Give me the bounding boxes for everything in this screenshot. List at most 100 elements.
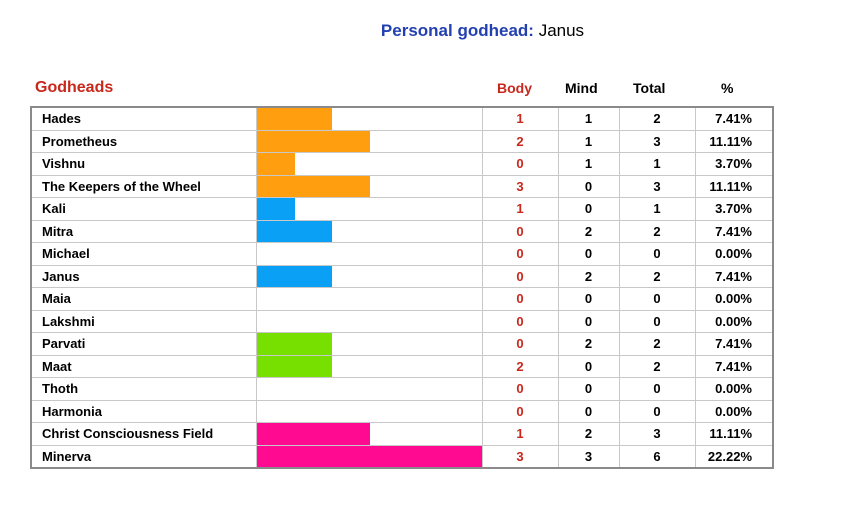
bar-cell [255, 152, 483, 176]
percent-value: 7.41% [694, 219, 774, 243]
table-row: Lakshmi 0 0 0 0.00% [30, 309, 774, 333]
table-row: Mitra 0 2 2 7.41% [30, 219, 774, 243]
bar [257, 446, 481, 467]
table-row: Harmonia 0 0 0 0.00% [30, 399, 774, 423]
godhead-name: Hades [30, 106, 257, 131]
body-value: 0 [481, 332, 559, 356]
percent-value: 7.41% [694, 332, 774, 356]
total-value: 0 [618, 399, 696, 423]
percent-value: 11.11% [694, 174, 774, 198]
total-value: 3 [618, 422, 696, 446]
mind-header: Mind [565, 80, 598, 96]
bar-cell [255, 219, 483, 243]
body-value: 2 [481, 354, 559, 378]
mind-value: 0 [557, 377, 620, 401]
personal-godhead-value: Janus [538, 21, 585, 40]
body-value: 0 [481, 377, 559, 401]
body-value: 2 [481, 129, 559, 153]
bar-cell [255, 242, 483, 266]
mind-value: 2 [557, 332, 620, 356]
table-row: Michael 0 0 0 0.00% [30, 242, 774, 266]
body-value: 0 [481, 399, 559, 423]
godhead-name: Christ Consciousness Field [30, 422, 257, 446]
godhead-name: Lakshmi [30, 309, 257, 333]
total-value: 3 [618, 174, 696, 198]
godhead-name: The Keepers of the Wheel [30, 174, 257, 198]
percent-value: 0.00% [694, 287, 774, 311]
godheads-header: Godheads [35, 79, 114, 96]
percent-header: % [721, 80, 734, 96]
total-value: 2 [618, 106, 696, 131]
percent-value: 3.70% [694, 152, 774, 176]
percent-value: 0.00% [694, 399, 774, 423]
body-value: 0 [481, 219, 559, 243]
godhead-name: Vishnu [30, 152, 257, 176]
percent-value: 11.11% [694, 129, 774, 153]
bar [257, 265, 332, 287]
total-value: 0 [618, 287, 696, 311]
table-row: Maat 2 0 2 7.41% [30, 354, 774, 378]
bar [257, 220, 332, 242]
bar-cell [255, 422, 483, 446]
mind-value: 1 [557, 106, 620, 131]
body-value: 1 [481, 197, 559, 221]
bar [257, 153, 295, 175]
bar [257, 108, 332, 129]
table-row: Vishnu 0 1 1 3.70% [30, 152, 774, 176]
mind-value: 0 [557, 354, 620, 378]
mind-value: 1 [557, 152, 620, 176]
bar-cell [255, 399, 483, 423]
godhead-name: Janus [30, 264, 257, 288]
godhead-name: Thoth [30, 377, 257, 401]
percent-value: 7.41% [694, 264, 774, 288]
bar [257, 130, 370, 152]
body-value: 1 [481, 422, 559, 446]
total-value: 0 [618, 242, 696, 266]
body-value: 3 [481, 174, 559, 198]
bar-cell [255, 174, 483, 198]
percent-value: 11.11% [694, 422, 774, 446]
bar-cell [255, 377, 483, 401]
godhead-name: Minerva [30, 444, 257, 469]
body-value: 0 [481, 152, 559, 176]
mind-value: 1 [557, 129, 620, 153]
total-value: 2 [618, 264, 696, 288]
bar-cell [255, 197, 483, 221]
body-value: 0 [481, 287, 559, 311]
table-row: Maia 0 0 0 0.00% [30, 287, 774, 311]
total-value: 6 [618, 444, 696, 469]
body-header: Body [497, 80, 532, 96]
godhead-name: Harmonia [30, 399, 257, 423]
personal-godhead-label: Personal godhead: [380, 21, 534, 40]
percent-value: 22.22% [694, 444, 774, 469]
body-value: 1 [481, 106, 559, 131]
bar-cell [255, 309, 483, 333]
mind-value: 2 [557, 264, 620, 288]
godhead-name: Mitra [30, 219, 257, 243]
table-row: Parvati 0 2 2 7.41% [30, 332, 774, 356]
total-value: 0 [618, 377, 696, 401]
total-value: 1 [618, 152, 696, 176]
bar-cell [255, 287, 483, 311]
table-row: Kali 1 0 1 3.70% [30, 197, 774, 221]
page-title: Personal godhead: Janus [0, 21, 845, 41]
percent-value: 7.41% [694, 354, 774, 378]
mind-value: 0 [557, 399, 620, 423]
body-value: 3 [481, 444, 559, 469]
bar [257, 423, 370, 445]
godhead-name: Kali [30, 197, 257, 221]
percent-value: 3.70% [694, 197, 774, 221]
percent-value: 0.00% [694, 377, 774, 401]
bar-cell [255, 332, 483, 356]
godhead-name: Parvati [30, 332, 257, 356]
godheads-table-body: Hades 1 1 2 7.41% Prometheus 2 1 3 11.11% Vishnu 0 1… [30, 106, 774, 469]
table-row: Thoth 0 0 0 0.00% [30, 377, 774, 401]
godhead-name: Michael [30, 242, 257, 266]
table-row: Christ Consciousness Field 1 2 3 11.11% [30, 422, 774, 446]
mind-value: 2 [557, 219, 620, 243]
mind-value: 0 [557, 197, 620, 221]
godheads-table: Hades 1 1 2 7.41% Prometheus 2 1 3 11.11% Vishnu 0 1… [30, 106, 774, 469]
bar-cell [255, 106, 483, 131]
bar-cell [255, 444, 483, 469]
bar [257, 333, 332, 355]
